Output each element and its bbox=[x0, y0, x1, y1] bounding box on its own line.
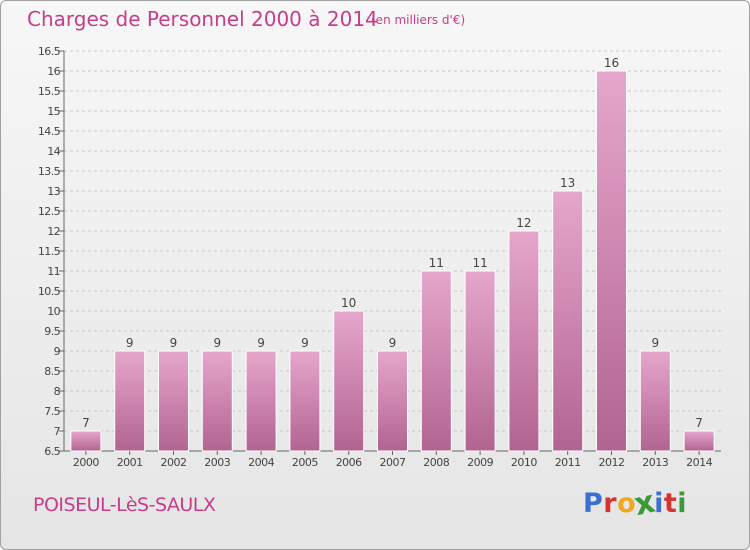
bar-value-label: 9 bbox=[301, 336, 309, 350]
bar-value-label: 16 bbox=[604, 56, 619, 70]
y-tick-label: 16.5 bbox=[38, 45, 61, 58]
x-tick-label: 2000 bbox=[73, 456, 99, 469]
y-tick-label: 9.5 bbox=[44, 325, 60, 338]
y-tick-label: 11 bbox=[47, 265, 60, 278]
bar-2008 bbox=[420, 270, 452, 452]
y-tick-label: 10.5 bbox=[38, 285, 61, 298]
y-tick-label: 8.5 bbox=[44, 365, 60, 378]
y-tick-label: 15 bbox=[47, 105, 60, 118]
logo-letter: i bbox=[654, 488, 664, 519]
bar-value-label: 9 bbox=[170, 336, 178, 350]
bar-2003 bbox=[201, 350, 233, 452]
y-tick-label: 8 bbox=[54, 385, 61, 398]
y-tick-label: 10 bbox=[47, 305, 60, 318]
y-tick-label: 13.5 bbox=[38, 165, 61, 178]
bar-2007 bbox=[377, 350, 408, 452]
x-tick-label: 2013 bbox=[642, 456, 668, 469]
x-tick-label: 2012 bbox=[599, 456, 625, 469]
y-tick-label: 12.5 bbox=[38, 205, 61, 218]
bar-2012 bbox=[596, 70, 627, 452]
logo-letter: i bbox=[677, 488, 688, 519]
y-tick-label: 16 bbox=[47, 65, 60, 78]
x-tick-label: 2006 bbox=[336, 456, 362, 469]
bar-value-label: 9 bbox=[389, 336, 397, 350]
bar-value-label: 9 bbox=[257, 336, 265, 350]
x-tick-label: 2002 bbox=[161, 456, 187, 469]
y-tick-label: 9 bbox=[54, 345, 61, 358]
bar-value-label: 10 bbox=[341, 296, 356, 310]
logo-letter: P bbox=[583, 488, 604, 519]
y-tick-label: 13 bbox=[47, 185, 60, 198]
x-tick-label: 2008 bbox=[423, 456, 449, 469]
bar-2005 bbox=[289, 350, 321, 452]
bar-2010 bbox=[508, 230, 540, 452]
y-tick-label: 7.5 bbox=[44, 405, 60, 418]
bar-value-label: 9 bbox=[126, 336, 134, 350]
commune-name: POISEUL-LèS-SAULX bbox=[33, 494, 216, 516]
x-tick-label: 2001 bbox=[117, 456, 143, 469]
x-tick-label: 2010 bbox=[511, 456, 537, 469]
bar-value-label: 13 bbox=[560, 176, 575, 190]
bar-value-label: 7 bbox=[695, 416, 703, 430]
bar-2000 bbox=[70, 430, 102, 452]
y-tick-label: 6.5 bbox=[44, 445, 60, 458]
x-tick-label: 2004 bbox=[248, 456, 274, 469]
x-tick-label: 2003 bbox=[204, 456, 230, 469]
bar-value-label: 11 bbox=[429, 256, 444, 270]
logo-letter: r bbox=[603, 488, 618, 519]
x-tick-label: 2005 bbox=[292, 456, 318, 469]
y-tick-label: 12 bbox=[47, 225, 60, 238]
y-tick-label: 15.5 bbox=[38, 85, 61, 98]
bar-value-label: 9 bbox=[651, 336, 659, 350]
proxiti-logo: Proxiti bbox=[583, 484, 688, 523]
bar-2009 bbox=[464, 270, 496, 452]
y-tick-label: 7 bbox=[54, 425, 61, 438]
bar-value-label: 12 bbox=[516, 216, 531, 230]
x-tick-label: 2009 bbox=[467, 456, 493, 469]
bar-2004 bbox=[245, 350, 277, 452]
y-tick-label: 14 bbox=[47, 145, 60, 158]
chart-subtitle: (en milliers d'€) bbox=[371, 13, 466, 27]
bar-value-label: 9 bbox=[213, 336, 221, 350]
logo-letter: o bbox=[617, 488, 637, 519]
y-tick-label: 11.5 bbox=[38, 245, 61, 258]
bar-value-label: 7 bbox=[82, 416, 90, 430]
logo-letter: t bbox=[663, 488, 678, 519]
bar-2001 bbox=[114, 350, 146, 452]
bar-2014 bbox=[683, 430, 715, 452]
bar-2011 bbox=[552, 190, 584, 452]
bar-2013 bbox=[639, 350, 671, 452]
chart-title: Charges de Personnel 2000 à 2014 bbox=[27, 7, 378, 31]
x-tick-label: 2007 bbox=[380, 456, 406, 469]
bar-value-label: 11 bbox=[472, 256, 487, 270]
x-tick-label: 2011 bbox=[555, 456, 581, 469]
y-tick-label: 14.5 bbox=[38, 125, 61, 138]
bar-2002 bbox=[158, 350, 189, 452]
bar-2006 bbox=[333, 310, 365, 452]
x-tick-label: 2014 bbox=[686, 456, 712, 469]
